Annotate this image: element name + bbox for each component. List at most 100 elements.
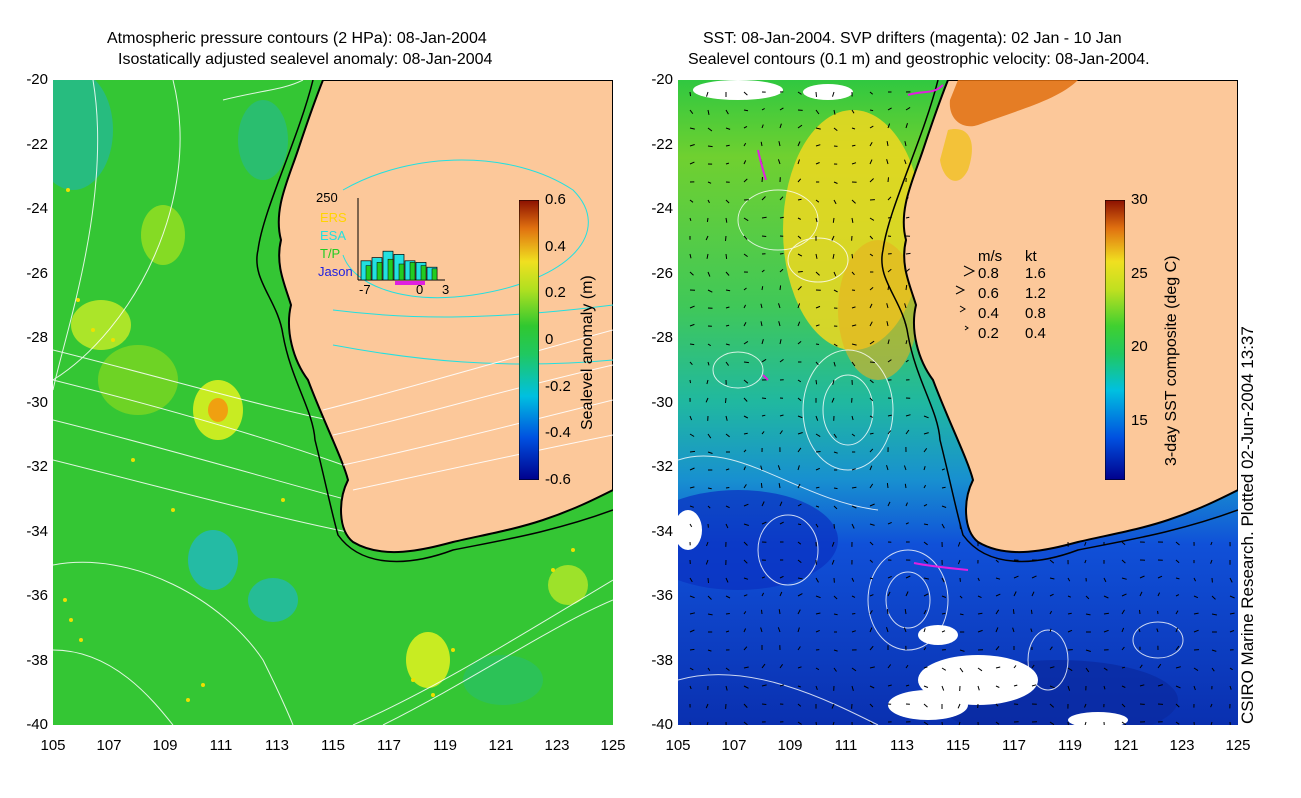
velocity-arrow xyxy=(1103,667,1108,671)
velocity-arrow xyxy=(815,109,820,115)
velocity-arrow xyxy=(833,649,838,652)
australia-land-right xyxy=(902,80,1238,554)
velocity-arrow xyxy=(1211,613,1217,616)
velocity-arrow xyxy=(779,501,783,507)
velocity-arrow xyxy=(1156,628,1159,633)
velocity-arrow xyxy=(1175,559,1180,564)
velocity-arrow xyxy=(851,144,856,147)
y-tick-label: -36 xyxy=(651,587,673,604)
velocity-arrow xyxy=(923,609,927,615)
velocity-arrow xyxy=(831,541,835,547)
velocity-arrow xyxy=(887,196,892,201)
velocity-arrow xyxy=(941,468,945,471)
velocity-arrow xyxy=(886,141,889,147)
x-tick-label: 109 xyxy=(777,737,803,754)
x-tick-label: 115 xyxy=(321,737,345,754)
velocity-legend-header-kt: kt xyxy=(1025,248,1038,265)
velocity-arrow xyxy=(1211,649,1217,652)
velocity-arrow xyxy=(1085,595,1090,600)
velocity-legend: m/s kt 0.8 1.6 0.6 1.2 0.4 0.8 0.2 0.4 xyxy=(955,248,1046,342)
velocity-legend-header-ms: m/s xyxy=(978,248,1002,265)
velocity-arrow xyxy=(760,321,763,327)
velocity-arrow xyxy=(725,523,729,529)
velocity-arrow xyxy=(707,289,713,293)
velocity-arrow xyxy=(761,576,766,579)
velocity-arrow xyxy=(705,559,709,565)
velocity-arrow xyxy=(725,289,731,292)
velocity-arrow xyxy=(1013,684,1018,687)
velocity-arrow xyxy=(1030,628,1033,633)
velocity-arrow xyxy=(1012,609,1015,615)
velocity-arrow xyxy=(815,523,819,528)
x-tick-label: 113 xyxy=(265,737,289,754)
velocity-arrow xyxy=(1067,667,1073,672)
velocity-arrow xyxy=(887,177,889,183)
velocity-arrow xyxy=(832,379,835,385)
velocity-arrow xyxy=(1085,649,1091,652)
velocity-arrow xyxy=(815,415,819,421)
velocity-arrow xyxy=(725,144,730,147)
velocity-arrow xyxy=(743,646,748,651)
y-tick-label: -40 xyxy=(651,716,673,733)
velocity-arrow xyxy=(1012,627,1015,633)
colorbar-tick-label: -0.6 xyxy=(545,471,571,488)
velocity-arrow xyxy=(689,379,691,384)
legend-tp: T/P xyxy=(320,246,340,261)
velocity-arrow xyxy=(689,109,694,115)
velocity-arrow xyxy=(743,594,748,597)
velocity-arrow xyxy=(869,685,875,689)
velocity-arrow xyxy=(1138,628,1141,633)
velocity-arrow xyxy=(903,627,907,633)
velocity-arrow xyxy=(743,703,748,708)
velocity-arrow xyxy=(995,627,999,633)
velocity-arrow xyxy=(887,107,892,111)
colorbar-tick-label: 0.4 xyxy=(545,237,566,255)
velocity-arrow xyxy=(869,125,874,129)
velocity-arrow xyxy=(707,199,710,204)
geostrophic-velocity-arrows xyxy=(689,91,1235,725)
colorbar-tick-label: 0 xyxy=(545,331,554,348)
x-tick-label: 123 xyxy=(1169,737,1195,754)
velocity-arrow xyxy=(958,721,961,725)
inset-bar-tp xyxy=(420,265,427,281)
velocity-arrow xyxy=(887,684,892,687)
velocity-arrow xyxy=(941,612,946,615)
velocity-arrow xyxy=(1175,610,1179,615)
velocity-arrow xyxy=(941,486,946,489)
velocity-arrow xyxy=(1157,575,1163,579)
velocity-arrow xyxy=(977,667,983,672)
velocity-arrow xyxy=(779,285,782,291)
velocity-arrow xyxy=(797,465,800,471)
cloud-mask xyxy=(678,80,1128,725)
velocity-arrow xyxy=(725,361,730,366)
velocity-arrow xyxy=(1175,645,1180,651)
velocity-arrow xyxy=(707,613,713,616)
y-tick-label: -26 xyxy=(651,264,673,282)
velocity-arrow xyxy=(689,361,693,366)
velocity-arrow xyxy=(869,610,873,615)
velocity-arrow xyxy=(887,575,892,579)
velocity-arrow xyxy=(977,685,980,691)
velocity-arrow xyxy=(689,612,696,615)
velocity-arrow xyxy=(797,159,800,165)
velocity-arrow xyxy=(1103,595,1109,599)
x-tick-label: 105 xyxy=(40,737,66,754)
y-tick-label: -34 xyxy=(651,522,673,540)
velocity-arrow xyxy=(743,178,748,183)
velocity-arrow xyxy=(851,343,857,346)
land-sst-overlay xyxy=(949,80,1078,127)
velocity-arrow xyxy=(743,109,749,112)
velocity-arrow xyxy=(725,433,730,438)
velocity-arrow xyxy=(869,432,874,435)
velocity-arrow xyxy=(851,199,856,204)
velocity-arrow xyxy=(905,522,909,525)
inset-bar-tp xyxy=(365,265,372,281)
velocity-arrow xyxy=(761,269,765,273)
sla-low-blob xyxy=(238,100,288,180)
colorbar-tick-label: -0.2 xyxy=(545,377,571,395)
velocity-arrow xyxy=(705,703,709,709)
velocity-arrow xyxy=(707,433,712,439)
velocity-arrow xyxy=(1067,685,1071,691)
velocity-arrow xyxy=(1049,628,1052,633)
velocity-arrow xyxy=(797,271,803,273)
